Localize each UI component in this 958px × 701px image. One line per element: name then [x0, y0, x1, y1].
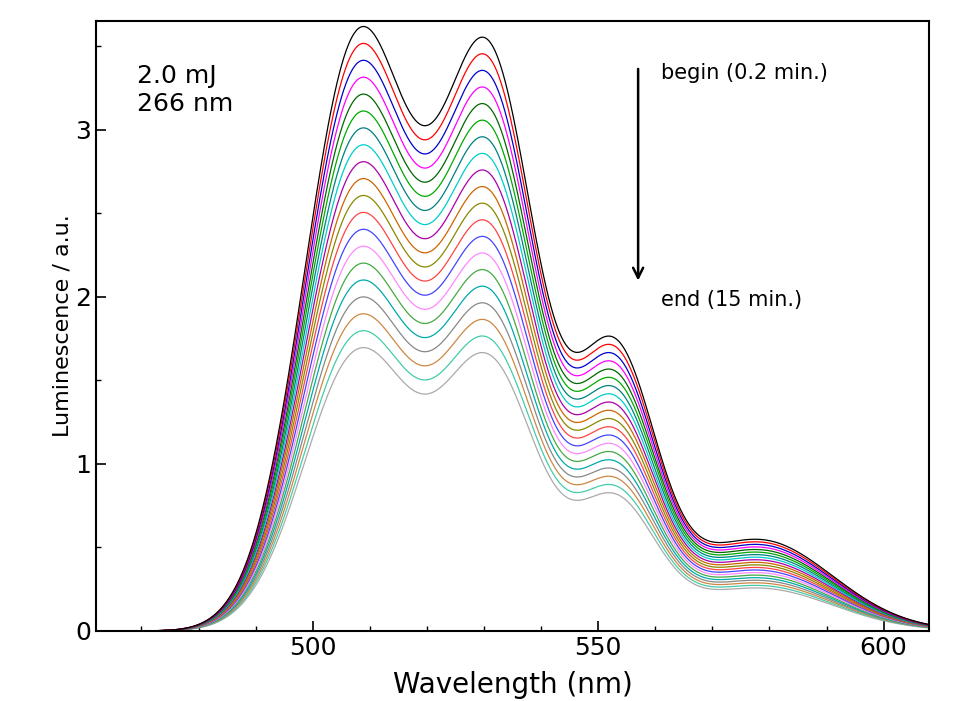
Text: 2.0 mJ
266 nm: 2.0 mJ 266 nm	[138, 64, 234, 116]
Y-axis label: Luminescence / a.u.: Luminescence / a.u.	[52, 215, 72, 437]
X-axis label: Wavelength (nm): Wavelength (nm)	[393, 671, 632, 699]
Text: end (15 min.): end (15 min.)	[661, 290, 802, 310]
Text: begin (0.2 min.): begin (0.2 min.)	[661, 63, 828, 83]
